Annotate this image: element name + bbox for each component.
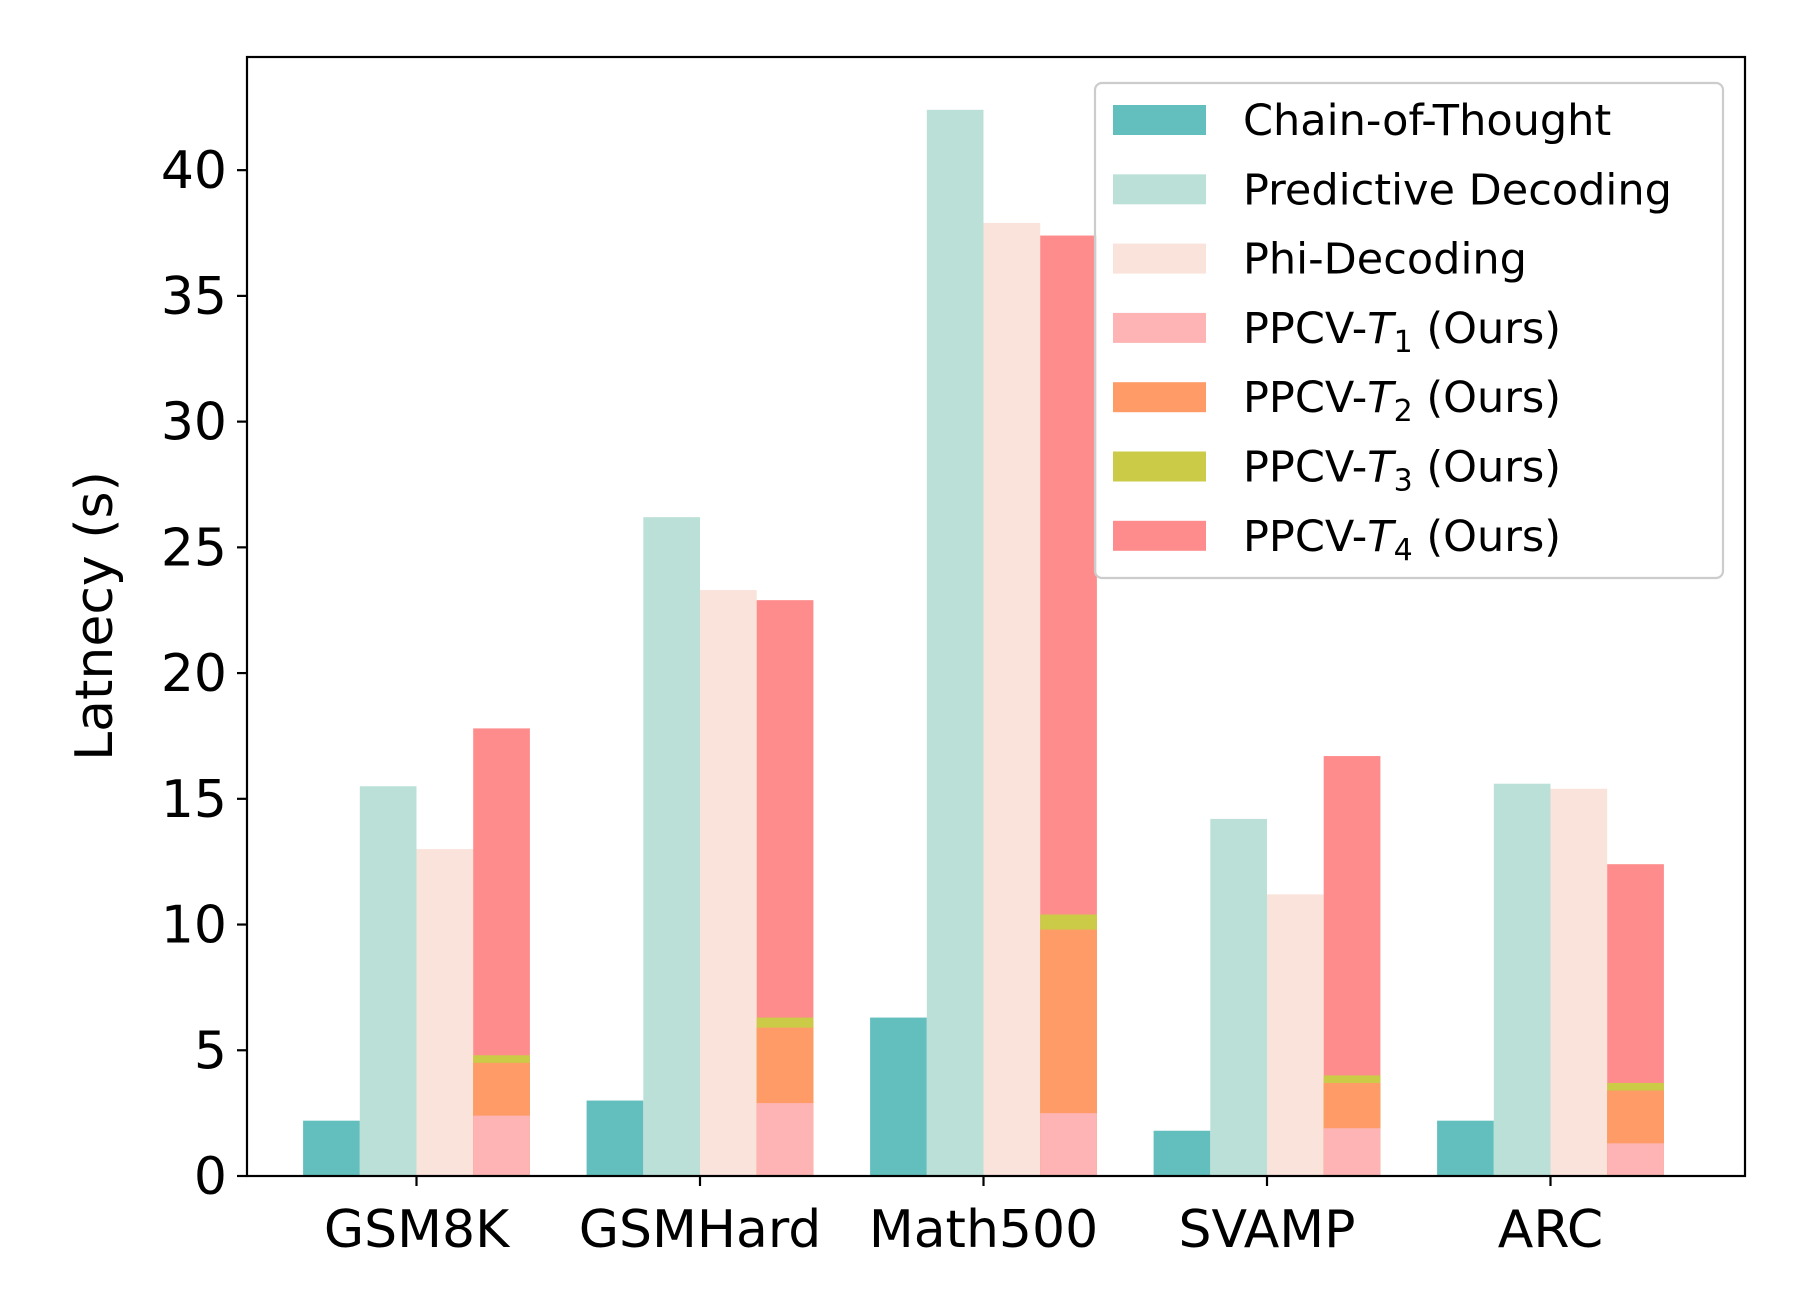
bar-predictive-decoding-arc [1493, 783, 1551, 1176]
bar-chain-of-thought-svamp [1153, 1130, 1211, 1176]
bar-phi-decoding-gsmhard [700, 590, 757, 1176]
y-axis-title: Latnecy (s) [65, 471, 125, 761]
legend-label-7: PPCV-T4 (Ours) [1243, 512, 1561, 568]
bar-ppcv-t1-arc [1607, 1143, 1664, 1176]
bar-chain-of-thought-gsm8k [303, 1120, 360, 1176]
bar-chain-of-thought-math500 [870, 1017, 927, 1176]
y-tick-label-20: 20 [161, 644, 227, 704]
legend-frame [1093, 81, 1725, 580]
legend-swatch-3 [1113, 243, 1206, 274]
bar-ppcv-t1-gsmhard [756, 1103, 814, 1176]
x-tick-label-arc: ARC [1498, 1200, 1603, 1260]
bar-chain-of-thought-arc [1437, 1120, 1494, 1176]
bars-layer [303, 109, 1664, 1176]
bar-chain-of-thought-gsmhard [586, 1100, 644, 1176]
bar-phi-decoding-arc [1550, 788, 1608, 1176]
bar-predictive-decoding-gsm8k [359, 786, 417, 1176]
x-tick-label-math500: Math500 [869, 1200, 1098, 1260]
y-tick-label-25: 25 [161, 518, 227, 578]
legend-label-2: Predictive Decoding [1243, 165, 1672, 215]
legend-label-5: PPCV-T2 (Ours) [1243, 373, 1561, 429]
x-tick-label-gsm8k: GSM8K [324, 1200, 511, 1260]
legend-label-3: Phi-Decoding [1243, 235, 1527, 285]
legend-swatch-1 [1113, 105, 1206, 135]
legend-swatch-6 [1113, 451, 1206, 482]
legend-label-6: PPCV-T3 (Ours) [1243, 443, 1561, 499]
y-tick-label-40: 40 [161, 141, 227, 201]
bar-phi-decoding-math500 [983, 222, 1041, 1176]
bar-ppcv-t1-svamp [1323, 1128, 1381, 1176]
y-tick-label-30: 30 [161, 393, 227, 453]
bar-predictive-decoding-math500 [926, 109, 984, 1176]
x-tick-label-svamp: SVAMP [1178, 1200, 1355, 1260]
legend-swatch-2 [1113, 174, 1206, 205]
bar-ppcv-t1-math500 [1040, 1113, 1097, 1176]
legend: Chain-of-Thought Predictive Decoding Phi-D… [1093, 81, 1725, 580]
legend-label-4: PPCV-T1 (Ours) [1243, 304, 1561, 360]
legend-label-1: Chain-of-Thought [1243, 96, 1611, 146]
legend-swatch-7 [1113, 520, 1206, 551]
y-tick-label-0: 0 [194, 1147, 227, 1207]
plot-frame [245, 55, 1747, 1178]
bar-phi-decoding-svamp [1267, 894, 1324, 1176]
legend-swatch-4 [1113, 312, 1206, 343]
y-tick-label-5: 5 [194, 1021, 227, 1081]
bar-ppcv-t1-gsm8k [473, 1115, 530, 1176]
y-tick-label-10: 10 [161, 896, 227, 956]
bar-predictive-decoding-gsmhard [643, 517, 700, 1176]
bar-predictive-decoding-svamp [1210, 818, 1267, 1176]
bar-phi-decoding-gsm8k [416, 849, 474, 1176]
x-tick-label-gsmhard: GSMHard [579, 1200, 822, 1260]
legend-swatch-5 [1113, 382, 1206, 413]
y-tick-label-35: 35 [161, 267, 227, 327]
axes-layer: GSM8K GSMHard Math500 SVAMP ARC 0 5 10 15 20 25 30 3… [65, 55, 1747, 1260]
y-tick-label-15: 15 [161, 770, 227, 830]
